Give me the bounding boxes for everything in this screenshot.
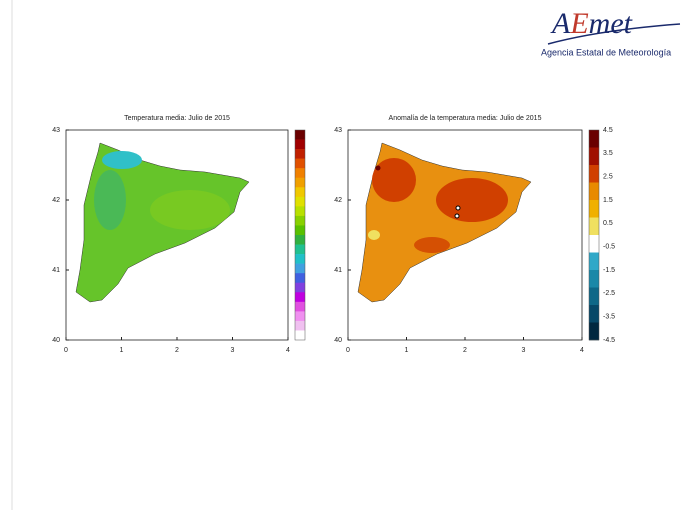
colorbar-swatch (295, 320, 305, 331)
y-tick-label: 43 (52, 127, 60, 134)
hot-zone (372, 158, 416, 202)
colorbar-swatch (295, 187, 305, 198)
colorbar-swatch (589, 270, 599, 288)
logo-subtitle: Agencia Estatal de Meteorología (541, 47, 671, 57)
colorbar-swatch (295, 158, 305, 169)
warm-zone (150, 190, 230, 230)
colorbar-swatch (295, 263, 305, 274)
panel-title: Anomalía de la temperatura media: Julio … (389, 115, 542, 122)
colorbar-swatch (295, 273, 305, 284)
colorbar-label: 2.5 (603, 174, 613, 181)
x-tick-label: 4 (286, 347, 290, 354)
colorbar-swatch (589, 305, 599, 323)
y-tick-label: 40 (52, 337, 60, 344)
x-tick-label: 2 (175, 347, 179, 354)
x-tick-label: 1 (405, 347, 409, 354)
colorbar-swatch (295, 130, 305, 140)
logo-swoosh (547, 23, 681, 45)
y-tick-label: 41 (52, 267, 60, 274)
colorbar-swatch (295, 225, 305, 236)
station (454, 213, 460, 219)
colorbar-swatch (295, 168, 305, 179)
logo: AEmet (550, 7, 633, 40)
x-tick-label: 3 (231, 347, 235, 354)
y-tick-label: 42 (52, 197, 60, 204)
colorbar-label: 4.5 (603, 127, 613, 134)
mild-zone (368, 230, 380, 240)
colorbar-frame (294, 129, 306, 341)
colorbar-label: -3.5 (603, 314, 615, 321)
x-tick-label: 0 (346, 347, 350, 354)
colorbar-swatch (589, 235, 599, 253)
colorbar-swatch (295, 301, 305, 312)
colorbar-swatch (295, 149, 305, 159)
x-tick-label: 0 (64, 347, 68, 354)
colorbar-label: 1.5 (603, 197, 613, 204)
colorbar-swatch (589, 252, 599, 271)
colorbar-swatch (589, 182, 599, 201)
x-tick-label: 1 (120, 347, 124, 354)
colorbar-swatch (589, 147, 599, 166)
colorbar-swatch (589, 200, 599, 218)
colorbar-swatch (295, 196, 305, 207)
y-tick-label: 40 (334, 337, 342, 344)
hot-zone (414, 237, 450, 253)
colorbar-swatch (295, 244, 305, 255)
x-tick-label: 2 (463, 347, 467, 354)
colorbar-swatch (295, 254, 305, 264)
colorbar-label: -0.5 (603, 244, 615, 251)
colorbar-label: -1.5 (603, 267, 615, 274)
panel-title: Temperatura media: Julio de 2015 (124, 115, 230, 122)
y-tick-label: 42 (334, 197, 342, 204)
y-tick-label: 41 (334, 267, 342, 274)
colorbar-label: 3.5 (603, 150, 613, 157)
station (375, 165, 381, 171)
cold-zone (102, 151, 142, 169)
colorbar-label: -2.5 (603, 290, 615, 297)
station (455, 205, 461, 211)
x-tick-label: 4 (580, 347, 584, 354)
colorbar-swatch (295, 235, 305, 245)
colorbar-swatch (295, 177, 305, 188)
logo-met: met (589, 7, 633, 40)
colorbar-swatch (295, 206, 305, 217)
colorbar-swatch (589, 287, 599, 306)
colorbar-swatch (589, 130, 599, 148)
map-panel: Temperatura media: Julio de 2015 0 1 2 3 4 43 4… (52, 115, 306, 354)
x-tick-label: 3 (522, 347, 526, 354)
y-tick-label: 43 (334, 127, 342, 134)
logo-a: A (550, 7, 571, 40)
logo-e: E (569, 7, 588, 40)
colorbar-swatch (295, 282, 305, 293)
map-panel: Anomalía de la temperatura media: Julio … (334, 115, 615, 354)
colorbar-swatch (589, 322, 599, 341)
colorbar-swatch (295, 139, 305, 150)
colorbar-frame (588, 129, 600, 341)
colorbar-swatch (589, 165, 599, 183)
colorbar-swatch (295, 330, 305, 341)
cool-zone (94, 170, 126, 230)
colorbar-swatch (295, 311, 305, 322)
hot-zone (436, 178, 508, 222)
colorbar-label: 0.5 (603, 220, 613, 227)
colorbar-swatch (295, 215, 305, 226)
colorbar-swatch (589, 217, 599, 236)
colorbar-swatch (295, 292, 305, 303)
colorbar-label: -4.5 (603, 337, 615, 344)
